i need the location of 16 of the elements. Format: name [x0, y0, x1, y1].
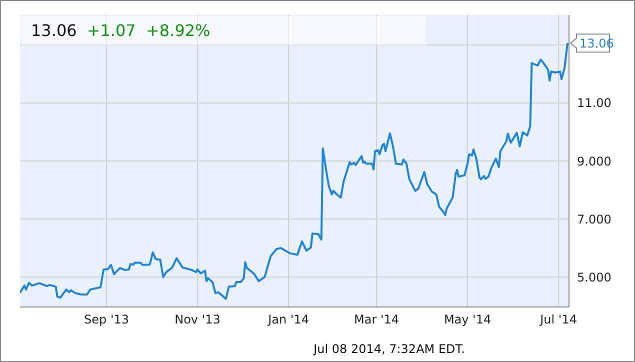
y-tick-label: 5.000 [577, 270, 612, 284]
header-panel: 13.06 +1.07 +8.92% [21, 16, 426, 45]
line-series [20, 42, 569, 300]
x-tick-label: Jul '14 [539, 312, 577, 327]
x-tick-label: May '14 [444, 312, 492, 327]
x-tick-label: Sep '13 [84, 312, 130, 327]
x-tick-label: Jan '14 [267, 312, 309, 327]
text: Jul 08 2014, 7:32AM EDT. [314, 342, 465, 356]
annotation: 13.06 [580, 36, 614, 51]
y-tick-label: 11.00 [577, 96, 612, 110]
x-tick-label: Nov '13 [174, 312, 220, 327]
chart-subtitle: +1.07 +8.92% [86, 21, 210, 40]
chart-title: 13.06 [31, 21, 77, 40]
y-tick-label: 9.000 [577, 154, 612, 168]
x-tick-label: Mar '14 [354, 312, 400, 327]
y-tick-label: 7.000 [577, 212, 612, 226]
